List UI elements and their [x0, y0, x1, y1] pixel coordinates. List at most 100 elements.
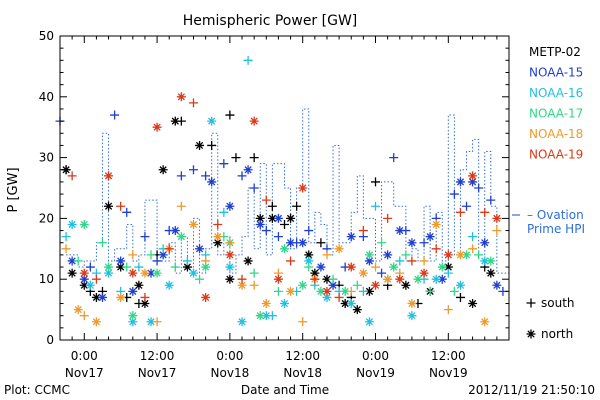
data-point-north — [480, 238, 490, 248]
data-point-north — [425, 232, 435, 242]
x-tick-day: Nov19 — [356, 366, 395, 380]
data-point-north — [407, 299, 417, 309]
data-point-north — [304, 256, 314, 266]
plot-timestamp: 2012/11/19 21:50:10 — [468, 383, 595, 397]
data-point-north — [176, 232, 186, 242]
data-point-north — [455, 280, 465, 290]
data-point-north — [280, 244, 289, 254]
data-point-south — [425, 286, 435, 296]
data-point-south — [346, 286, 356, 296]
data-point-south — [474, 250, 484, 260]
data-point-north — [243, 256, 253, 266]
x-tick-time: 12:00 — [431, 349, 466, 363]
data-point-south — [219, 159, 229, 169]
data-point-north — [249, 116, 259, 126]
data-point-north — [492, 213, 502, 223]
ovation-step-path — [66, 108, 509, 274]
data-point-north — [201, 262, 211, 272]
data-point-north — [195, 244, 205, 254]
data-point-north — [322, 274, 332, 284]
data-point-north — [468, 299, 478, 309]
data-point-south — [61, 244, 71, 254]
data-point-north — [407, 311, 417, 321]
data-point-north — [419, 268, 429, 278]
data-point-south — [316, 238, 326, 248]
data-point-north — [67, 268, 77, 278]
data-point-south — [462, 201, 472, 211]
data-point-south — [292, 201, 302, 211]
x-tick-day: Nov19 — [429, 366, 468, 380]
legend-entry-noaa-15: NOAA-15 — [529, 66, 583, 80]
data-point-north — [462, 250, 472, 260]
marker-legend-symbol-north — [526, 329, 536, 339]
data-point-north — [286, 238, 296, 248]
data-point-south — [140, 232, 150, 242]
data-point-north — [225, 201, 235, 211]
data-point-north — [334, 244, 344, 254]
data-point-north — [255, 219, 265, 229]
data-point-south — [352, 280, 362, 290]
data-point-south — [122, 262, 132, 272]
data-point-south — [480, 207, 490, 217]
data-point-north — [158, 250, 168, 260]
data-point-south — [152, 256, 162, 266]
data-point-south — [201, 171, 211, 181]
data-point-south — [249, 183, 259, 193]
data-point-south — [389, 153, 399, 163]
data-point-north — [273, 274, 283, 284]
data-point-north — [280, 299, 289, 309]
data-point-north — [104, 201, 114, 211]
data-point-south — [371, 262, 381, 272]
data-point-north — [261, 311, 271, 321]
data-point-south — [273, 286, 283, 296]
data-point-south — [249, 153, 259, 163]
data-point-north — [437, 262, 447, 272]
series-noaa-17 — [73, 219, 496, 321]
data-point-south — [267, 201, 277, 211]
x-tick-day: Nov18 — [283, 366, 322, 380]
ovation-legend-line2: Prime HPI — [527, 222, 585, 236]
x-tick-day: Nov17 — [138, 366, 177, 380]
data-point-south — [334, 292, 344, 302]
data-point-south — [213, 219, 223, 229]
data-point-north — [340, 286, 350, 296]
y-tick-label: 30 — [39, 151, 54, 165]
data-point-north — [310, 268, 320, 278]
satellite-points — [55, 55, 508, 327]
x-axis-label: Date and Time — [241, 383, 329, 397]
plot-axes: 0 10 20 30 40 50 0:00 Nov17 12:00 Nov17 0:00 Nov18 1… — [39, 29, 510, 380]
data-point-north — [383, 274, 393, 284]
data-point-north — [492, 280, 502, 290]
data-point-north — [255, 311, 265, 321]
satellite-legend: METP-02 NOAA-15 NOAA-16 NOAA-17 NOAA-18 NOAA-… — [529, 45, 583, 162]
data-point-north — [298, 183, 308, 193]
data-point-south — [455, 292, 465, 302]
data-point-north — [340, 299, 350, 309]
data-point-north — [170, 116, 180, 126]
data-point-south — [140, 292, 150, 302]
data-point-south — [273, 232, 283, 242]
data-point-north — [104, 171, 114, 181]
data-point-north — [352, 305, 362, 315]
data-point-south — [146, 250, 156, 260]
series-noaa-18 — [61, 171, 502, 327]
data-point-north — [407, 238, 417, 248]
data-point-south — [286, 256, 296, 266]
data-point-north — [195, 140, 205, 150]
data-point-north — [431, 274, 441, 284]
data-point-south — [61, 232, 71, 242]
data-point-south — [358, 286, 368, 296]
data-point-north — [401, 280, 411, 290]
data-point-north — [480, 317, 490, 327]
data-point-north — [85, 280, 95, 290]
data-point-north — [316, 286, 326, 296]
y-axis-label: P [GW] — [6, 167, 21, 212]
data-point-north — [73, 305, 83, 315]
data-point-north — [116, 262, 126, 272]
x-tick-time: 12:00 — [140, 349, 175, 363]
data-point-north — [128, 268, 138, 278]
data-point-south — [401, 250, 411, 260]
data-point-south — [201, 256, 211, 266]
x-tick-time: 0:00 — [71, 349, 98, 363]
